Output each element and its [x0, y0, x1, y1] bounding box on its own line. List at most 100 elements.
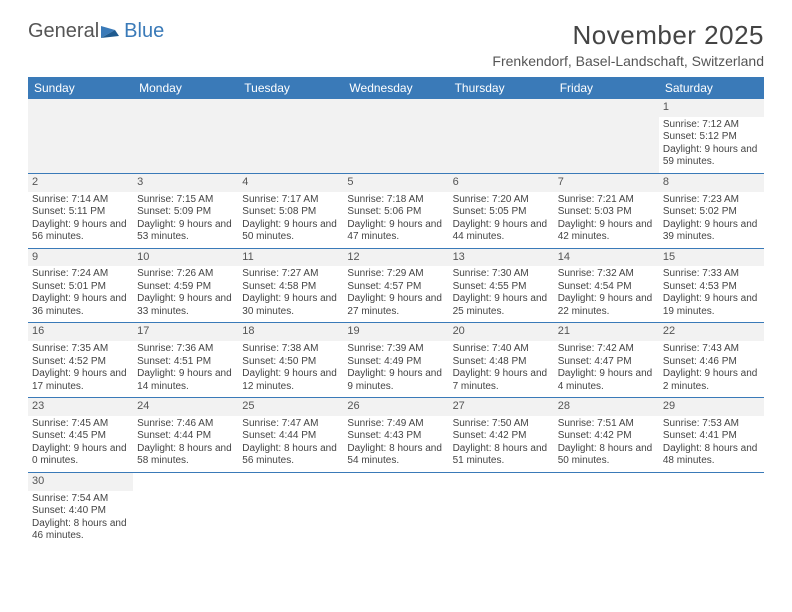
- calendar-cell: 1 Sunrise: 7:12 AMSunset: 5:12 PMDaylight…: [659, 99, 764, 173]
- calendar-row: 9Sunrise: 7:24 AMSunset: 5:01 PMDaylight…: [28, 248, 764, 323]
- calendar-cell: 9Sunrise: 7:24 AMSunset: 5:01 PMDaylight…: [28, 248, 133, 323]
- calendar-cell: 30Sunrise: 7:54 AMSunset: 4:40 PMDayligh…: [28, 472, 133, 546]
- day-number: 10: [133, 249, 238, 267]
- day-details: Sunrise: 7:21 AMSunset: 5:03 PMDaylight:…: [558, 194, 655, 244]
- calendar-cell: 6 Sunrise: 7:20 AMSunset: 5:05 PMDaylight…: [449, 173, 554, 248]
- day-number: 4: [238, 174, 343, 192]
- day-details: Sunrise: 7:20 AMSunset: 5:05 PMDaylight:…: [453, 194, 550, 244]
- day-number: 9: [28, 249, 133, 267]
- day-details: Sunrise: 7:33 AMSunset: 4:53 PMDaylight:…: [663, 268, 760, 318]
- calendar-cell: 21 Sunrise: 7:42 AMSunset: 4:47 PMDayligh…: [554, 323, 659, 398]
- day-number: 2: [28, 174, 133, 192]
- day-details: Sunrise: 7:27 AMSunset: 4:58 PMDaylight:…: [242, 268, 339, 318]
- day-details: Sunrise: 7:18 AMSunset: 5:06 PMDaylight:…: [347, 194, 444, 244]
- calendar-cell: 19Sunrise: 7:39 AMSunset: 4:49 PMDayligh…: [343, 323, 448, 398]
- calendar-cell: [554, 99, 659, 173]
- calendar-table: SundayMondayTuesdayWednesdayThursdayFrid…: [28, 77, 764, 547]
- day-details: Sunrise: 7:53 AMSunset: 4:41 PMDaylight:…: [663, 418, 760, 468]
- day-details: Sunrise: 7:12 AMSunset: 5:12 PMDaylight:…: [663, 119, 760, 169]
- day-details: Sunrise: 7:14 AMSunset: 5:11 PMDaylight:…: [32, 194, 129, 244]
- day-details: Sunrise: 7:23 AMSunset: 5:02 PMDaylight:…: [663, 194, 760, 244]
- calendar-cell: [554, 472, 659, 546]
- calendar-cell: 8 Sunrise: 7:23 AMSunset: 5:02 PMDaylight…: [659, 173, 764, 248]
- calendar-cell: [133, 99, 238, 173]
- day-number: 19: [343, 323, 448, 341]
- day-number: 23: [28, 398, 133, 416]
- calendar-cell: [659, 472, 764, 546]
- day-number: 18: [238, 323, 343, 341]
- calendar-cell: 29Sunrise: 7:53 AMSunset: 4:41 PMDayligh…: [659, 398, 764, 473]
- day-details: Sunrise: 7:35 AMSunset: 4:52 PMDaylight:…: [32, 343, 129, 393]
- calendar-cell: [133, 472, 238, 546]
- calendar-cell: 28 Sunrise: 7:51 AMSunset: 4:42 PMDayligh…: [554, 398, 659, 473]
- day-number: 25: [238, 398, 343, 416]
- calendar-cell: [28, 99, 133, 173]
- calendar-cell: 14Sunrise: 7:32 AMSunset: 4:54 PMDayligh…: [554, 248, 659, 323]
- logo: General Blue: [28, 20, 164, 43]
- day-number: 30: [28, 473, 133, 491]
- day-header: Wednesday: [343, 77, 448, 99]
- day-number: 5: [343, 174, 448, 192]
- calendar-cell: 11Sunrise: 7:27 AMSunset: 4:58 PMDayligh…: [238, 248, 343, 323]
- calendar-cell: [343, 472, 448, 546]
- calendar-cell: 2 Sunrise: 7:14 AMSunset: 5:11 PMDaylight…: [28, 173, 133, 248]
- calendar-row: 30Sunrise: 7:54 AMSunset: 4:40 PMDayligh…: [28, 472, 764, 546]
- day-number: 6: [449, 174, 554, 192]
- calendar-cell: 18Sunrise: 7:38 AMSunset: 4:50 PMDayligh…: [238, 323, 343, 398]
- calendar-cell: 3 Sunrise: 7:15 AMSunset: 5:09 PMDaylight…: [133, 173, 238, 248]
- day-number: 11: [238, 249, 343, 267]
- calendar-cell: 12Sunrise: 7:29 AMSunset: 4:57 PMDayligh…: [343, 248, 448, 323]
- day-number: 14: [554, 249, 659, 267]
- day-header: Saturday: [659, 77, 764, 99]
- calendar-cell: 27Sunrise: 7:50 AMSunset: 4:42 PMDayligh…: [449, 398, 554, 473]
- calendar-cell: 10Sunrise: 7:26 AMSunset: 4:59 PMDayligh…: [133, 248, 238, 323]
- day-header: Friday: [554, 77, 659, 99]
- calendar-cell: 13Sunrise: 7:30 AMSunset: 4:55 PMDayligh…: [449, 248, 554, 323]
- day-number: 21: [554, 323, 659, 341]
- day-details: Sunrise: 7:32 AMSunset: 4:54 PMDaylight:…: [558, 268, 655, 318]
- day-details: Sunrise: 7:51 AMSunset: 4:42 PMDaylight:…: [558, 418, 655, 468]
- day-header: Monday: [133, 77, 238, 99]
- location: Frenkendorf, Basel-Landschaft, Switzerla…: [492, 53, 764, 69]
- day-header-row: SundayMondayTuesdayWednesdayThursdayFrid…: [28, 77, 764, 99]
- day-number: 28: [554, 398, 659, 416]
- calendar-cell: 25 Sunrise: 7:47 AMSunset: 4:44 PMDayligh…: [238, 398, 343, 473]
- day-details: Sunrise: 7:24 AMSunset: 5:01 PMDaylight:…: [32, 268, 129, 318]
- day-details: Sunrise: 7:17 AMSunset: 5:08 PMDaylight:…: [242, 194, 339, 244]
- title-block: November 2025 Frenkendorf, Basel-Landsch…: [492, 20, 764, 69]
- day-details: Sunrise: 7:15 AMSunset: 5:09 PMDaylight:…: [137, 194, 234, 244]
- calendar-cell: 17Sunrise: 7:36 AMSunset: 4:51 PMDayligh…: [133, 323, 238, 398]
- day-details: Sunrise: 7:36 AMSunset: 4:51 PMDaylight:…: [137, 343, 234, 393]
- day-number: 12: [343, 249, 448, 267]
- calendar-cell: 15Sunrise: 7:33 AMSunset: 4:53 PMDayligh…: [659, 248, 764, 323]
- day-number: 8: [659, 174, 764, 192]
- day-number: 22: [659, 323, 764, 341]
- calendar-cell: 5 Sunrise: 7:18 AMSunset: 5:06 PMDaylight…: [343, 173, 448, 248]
- day-number: 24: [133, 398, 238, 416]
- day-header: Tuesday: [238, 77, 343, 99]
- day-number: 3: [133, 174, 238, 192]
- day-details: Sunrise: 7:42 AMSunset: 4:47 PMDaylight:…: [558, 343, 655, 393]
- day-number: 27: [449, 398, 554, 416]
- day-details: Sunrise: 7:46 AMSunset: 4:44 PMDaylight:…: [137, 418, 234, 468]
- day-number: 1: [659, 99, 764, 117]
- calendar-cell: [449, 472, 554, 546]
- calendar-row: 16Sunrise: 7:35 AMSunset: 4:52 PMDayligh…: [28, 323, 764, 398]
- flag-icon: [101, 24, 123, 40]
- month-title: November 2025: [492, 20, 764, 51]
- calendar-cell: 26 Sunrise: 7:49 AMSunset: 4:43 PMDayligh…: [343, 398, 448, 473]
- calendar-cell: [343, 99, 448, 173]
- day-number: 13: [449, 249, 554, 267]
- calendar-cell: [238, 472, 343, 546]
- day-details: Sunrise: 7:45 AMSunset: 4:45 PMDaylight:…: [32, 418, 129, 468]
- day-header: Sunday: [28, 77, 133, 99]
- day-details: Sunrise: 7:47 AMSunset: 4:44 PMDaylight:…: [242, 418, 339, 468]
- calendar-cell: 7Sunrise: 7:21 AMSunset: 5:03 PMDaylight…: [554, 173, 659, 248]
- day-number: 26: [343, 398, 448, 416]
- calendar-cell: 24 Sunrise: 7:46 AMSunset: 4:44 PMDayligh…: [133, 398, 238, 473]
- header: General Blue November 2025 Frenkendorf, …: [28, 20, 764, 69]
- day-details: Sunrise: 7:43 AMSunset: 4:46 PMDaylight:…: [663, 343, 760, 393]
- day-details: Sunrise: 7:49 AMSunset: 4:43 PMDaylight:…: [347, 418, 444, 468]
- day-details: Sunrise: 7:30 AMSunset: 4:55 PMDaylight:…: [453, 268, 550, 318]
- calendar-cell: 4 Sunrise: 7:17 AMSunset: 5:08 PMDaylight…: [238, 173, 343, 248]
